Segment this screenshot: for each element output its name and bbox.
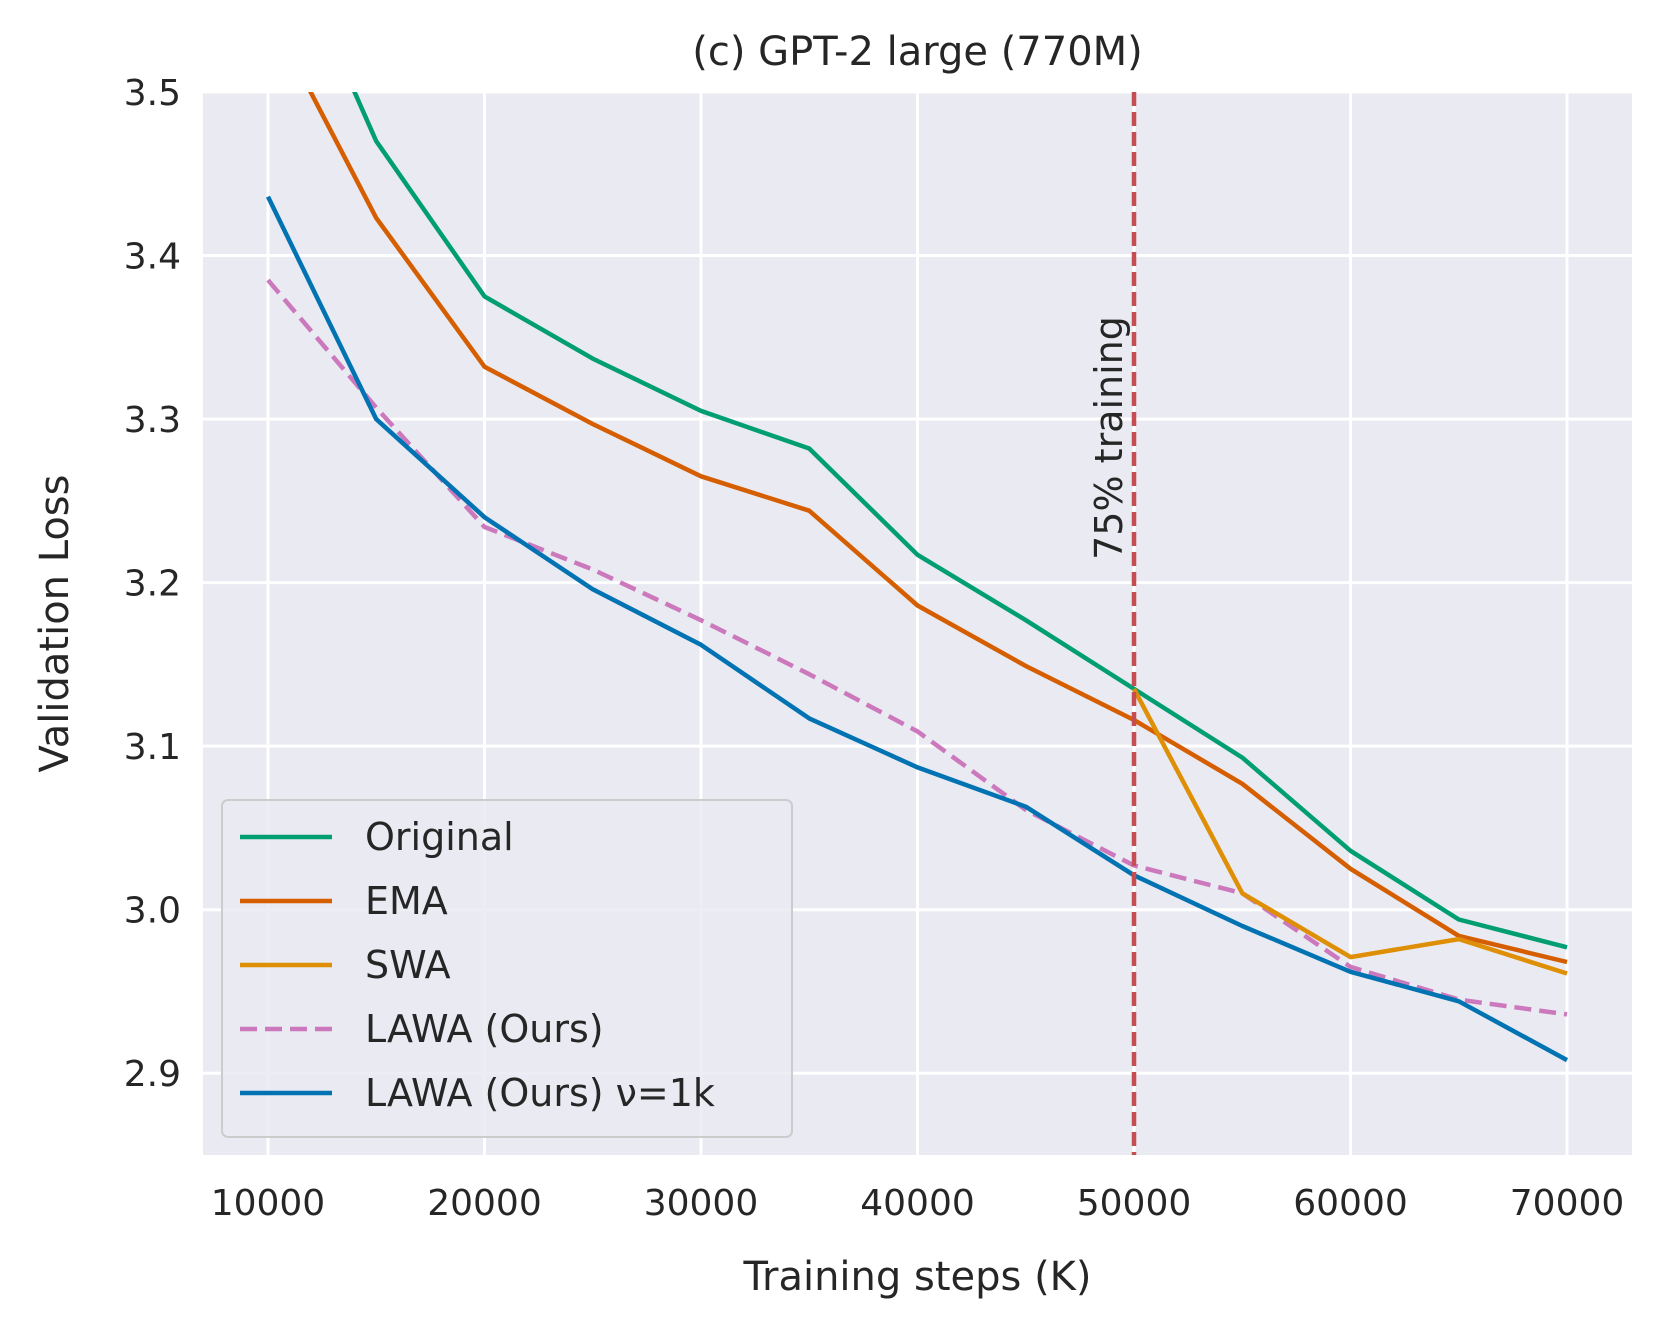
x-tick-label: 20000 (427, 1183, 542, 1224)
series-line-swa (1132, 687, 1568, 976)
x-tick-label: 60000 (1293, 1183, 1408, 1224)
y-tick-labels: 2.9 3.0 3.1 3.2 3.3 3.4 3.5 (124, 73, 181, 1095)
x-tick-label: 70000 (1510, 1183, 1625, 1224)
y-tick-label: 3.5 (124, 73, 181, 114)
series-line-lawa-ours (266, 278, 1568, 1017)
y-axis-label: Validation Loss (32, 475, 78, 773)
series-line-ema (308, 92, 1568, 965)
legend-label: Original (365, 815, 514, 859)
chart-title: (c) GPT-2 large (770M) (692, 29, 1143, 75)
legend: Original EMA SWA LAWA (Ours) LAWA (Ours) ν=1… (221, 799, 793, 1138)
y-tick-label: 3.0 (124, 891, 181, 932)
y-tick-label: 3.2 (124, 564, 181, 605)
series-line-original (352, 92, 1568, 950)
x-tick-label: 10000 (211, 1183, 326, 1224)
y-tick-label: 3.1 (124, 727, 181, 768)
legend-box (221, 799, 793, 1138)
legend-label: SWA (365, 943, 451, 987)
y-tick-label: 2.9 (124, 1054, 181, 1095)
series-lines (265, 92, 1569, 1063)
legend-label: LAWA (Ours) ν=1k (365, 1071, 715, 1115)
vline-group: 75% training (1087, 92, 1137, 1155)
y-tick-label: 3.3 (124, 400, 181, 441)
series-line-lawa-ours-1k (265, 195, 1569, 1063)
x-axis-label: Training steps (K) (742, 1254, 1091, 1300)
y-tick-label: 3.4 (124, 237, 181, 278)
vline-label: 75% training (1087, 316, 1131, 560)
x-tick-label: 40000 (860, 1183, 975, 1224)
legend-label: LAWA (Ours) (365, 1007, 604, 1051)
legend-label: EMA (365, 879, 448, 923)
x-tick-label: 50000 (1077, 1183, 1192, 1224)
x-tick-label: 30000 (644, 1183, 759, 1224)
x-tick-labels: 10000 20000 30000 40000 50000 60000 70000 (211, 1183, 1625, 1224)
